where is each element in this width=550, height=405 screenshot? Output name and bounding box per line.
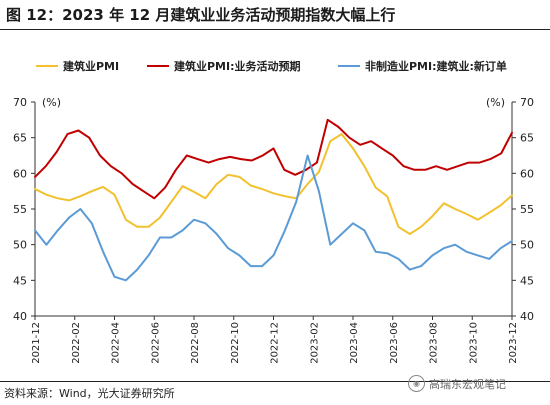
watermark: ◉ 高瑞东宏观笔记: [408, 375, 506, 392]
x-tick-label: 2023-06: [389, 322, 400, 364]
y-tick-label-left: 50: [13, 239, 27, 252]
y-tick-label-left: 60: [13, 167, 27, 180]
legend-swatch-new-orders: [338, 65, 360, 67]
chart-legend: 建筑业PMI 建筑业PMI:业务活动预期 非制造业PMI:建筑业:新订单: [0, 58, 550, 74]
y-tick-label-left: 40: [13, 310, 27, 323]
x-tick-label: 2022-08: [190, 322, 201, 364]
legend-item-new-orders: 非制造业PMI:建筑业:新订单: [338, 58, 507, 74]
title-divider: [0, 29, 550, 30]
watermark-text: 高瑞东宏观笔记: [429, 377, 506, 391]
legend-label-business-expectation: 建筑业PMI:业务活动预期: [174, 60, 301, 73]
x-tick-label: 2023-10: [468, 322, 479, 364]
x-tick-label: 2023-02: [309, 322, 320, 364]
y-tick-label-right: 45: [520, 274, 534, 287]
legend-label-construction-pmi: 建筑业PMI: [63, 60, 120, 73]
series-line-new-orders: [34, 154, 513, 282]
source-divider: [0, 381, 550, 382]
legend-label-new-orders: 非制造业PMI:建筑业:新订单: [365, 60, 507, 73]
y-tick-label-right: 70: [520, 96, 534, 109]
wechat-icon: ◉: [408, 375, 425, 392]
x-tick-label: 2022-12: [270, 322, 281, 364]
y-tick-label-right: 55: [520, 203, 534, 216]
y-unit-left: (%): [42, 96, 61, 109]
y-tick-label-left: 70: [13, 96, 27, 109]
y-tick-label-right: 40: [520, 310, 534, 323]
x-tick-label: 2022-04: [111, 322, 122, 364]
source-note: 资料来源：Wind，光大证券研究所: [4, 387, 175, 400]
x-tick-label: 2023-12: [508, 322, 519, 364]
chart-axes: 40 40 45 45 50 50 55 55 60 60 65 65 70 70 (%) (%) 2021-1…: [13, 96, 534, 364]
legend-item-construction-pmi: 建筑业PMI: [36, 58, 119, 74]
legend-item-business-expectation: 建筑业PMI:业务活动预期: [147, 58, 301, 74]
series-line-business-expectation: [34, 118, 513, 200]
y-tick-label-left: 55: [13, 203, 27, 216]
y-tick-label-right: 50: [520, 239, 534, 252]
y-unit-right: (%): [486, 96, 505, 109]
x-tick-label: 2023-04: [349, 322, 360, 364]
y-tick-label-right: 65: [520, 132, 534, 145]
y-tick-label-right: 60: [520, 167, 534, 180]
x-tick-label: 2021-12: [31, 322, 42, 364]
chart-series-lines: [34, 118, 513, 282]
x-tick-label: 2022-02: [71, 322, 82, 364]
series-line-construction-pmi: [34, 133, 513, 235]
y-tick-label-left: 45: [13, 274, 27, 287]
x-tick-label: 2022-06: [150, 322, 161, 364]
legend-swatch-business-expectation: [147, 65, 169, 67]
figure-title: 图 12：2023 年 12 月建筑业业务活动预期指数大幅上行: [6, 6, 396, 24]
x-tick-label: 2022-10: [230, 322, 241, 364]
legend-swatch-construction-pmi: [36, 65, 58, 67]
x-tick-label: 2023-08: [429, 322, 440, 364]
y-tick-label-left: 65: [13, 132, 27, 145]
